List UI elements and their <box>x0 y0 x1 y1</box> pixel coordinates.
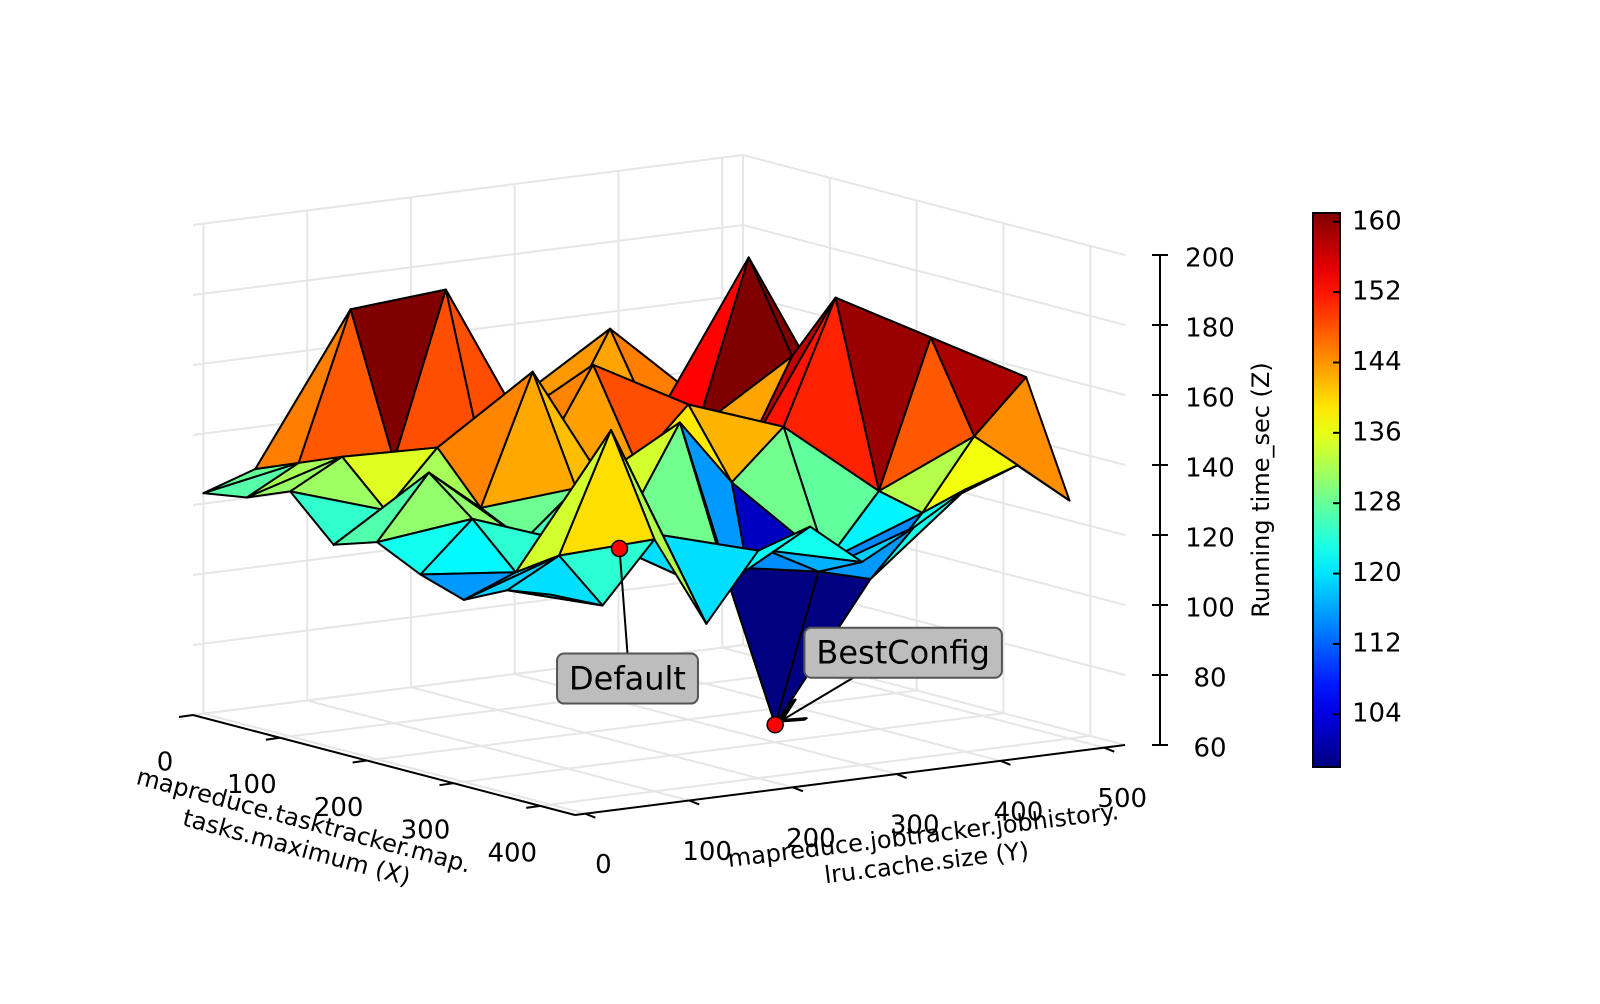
y-tick <box>792 786 804 793</box>
annotation-label: BestConfig <box>816 634 990 672</box>
grid-line <box>410 686 794 789</box>
z-tick-label: 180 <box>1185 314 1235 344</box>
z-tick-label: 120 <box>1185 524 1235 554</box>
y-tick <box>1103 746 1115 753</box>
colorbar-tick-label: 104 <box>1352 699 1402 729</box>
x-tick-label: 300 <box>401 816 451 846</box>
y-axis-line <box>574 744 1126 816</box>
grid-line <box>279 666 830 739</box>
annotation: BestConfig <box>803 626 1003 679</box>
grid-line <box>742 154 1126 256</box>
annotation: Default <box>556 652 699 705</box>
y-tick-label: 300 <box>890 811 940 841</box>
colorbar-tick-label: 144 <box>1352 347 1402 377</box>
z-tick-label: 100 <box>1185 594 1235 624</box>
y-tick <box>896 773 908 779</box>
z-tick-label: 140 <box>1185 454 1235 484</box>
z-tick-label: 60 <box>1193 734 1226 764</box>
colorbar-tick-label: 128 <box>1352 488 1402 518</box>
x-tick-label: 0 <box>157 748 174 778</box>
y-tick <box>1000 759 1011 766</box>
x-axis-line <box>192 714 576 816</box>
grid-line <box>453 712 1004 785</box>
grid-line <box>366 689 917 762</box>
y-tick <box>688 799 700 806</box>
grid-line <box>203 712 586 815</box>
z-tick-label: 160 <box>1185 384 1235 414</box>
x-tick-label: 400 <box>487 838 537 868</box>
annotation-arrow <box>618 548 629 654</box>
x-tick <box>352 759 367 764</box>
grid-line <box>540 734 1091 807</box>
colorbar-tick-label: 120 <box>1352 558 1402 588</box>
x-tick <box>439 782 454 787</box>
annotation-point <box>766 715 784 734</box>
axes: 0 100 200 300 400 0 100 200 300 400 500 60 80 100 120 1… <box>134 244 1275 892</box>
annotation-box <box>556 652 699 705</box>
z-tick-label: 80 <box>1193 664 1226 694</box>
colorbar-fill <box>1312 212 1341 768</box>
annotation-box <box>803 626 1003 679</box>
annotations: Default BestConfig <box>556 539 1003 734</box>
colorbar-tick-label: 112 <box>1352 628 1402 658</box>
annotation-point <box>610 539 629 558</box>
y-tick-label: 500 <box>1097 784 1147 814</box>
y-tick <box>585 812 596 819</box>
annotation-label: Default <box>569 660 686 698</box>
annotation-arrow <box>781 676 854 721</box>
x-tick <box>265 736 280 741</box>
z-axis-label: Running time_sec (Z) <box>1247 362 1275 617</box>
y-tick-label: 400 <box>994 797 1044 827</box>
surface <box>202 256 1071 726</box>
z-tick-label: 200 <box>1185 244 1235 274</box>
grid-line <box>192 574 744 646</box>
colorbar: 104 112 120 128 136 144 152 160 <box>1312 206 1402 768</box>
colorbar-tick-label: 152 <box>1352 277 1402 307</box>
grid-line <box>192 224 744 296</box>
colorbar-tick-label: 136 <box>1352 417 1402 447</box>
colorbar-tick-label: 160 <box>1352 206 1402 236</box>
x-tick-label: 100 <box>227 770 277 800</box>
grid-line <box>306 699 690 802</box>
x-tick <box>178 714 194 718</box>
x-tick <box>526 804 541 809</box>
y-tick-label: 0 <box>595 850 612 880</box>
grid-line <box>742 224 1126 326</box>
y-tick-label: 100 <box>682 837 732 867</box>
surface-triangle <box>506 589 604 607</box>
grid-line <box>192 154 744 226</box>
x-tick-label: 200 <box>314 793 364 823</box>
y-tick-label: 200 <box>786 824 836 854</box>
